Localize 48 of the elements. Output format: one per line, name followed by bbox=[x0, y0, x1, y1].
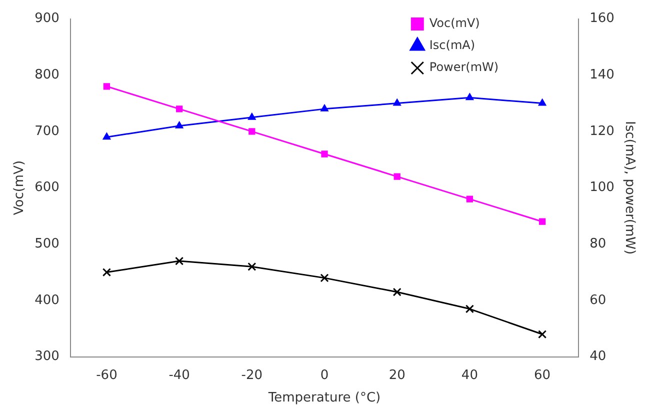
point bbox=[466, 93, 474, 100]
point bbox=[465, 304, 474, 314]
point bbox=[538, 330, 547, 339]
y-tick-label: 600 bbox=[34, 180, 60, 196]
point bbox=[320, 104, 328, 112]
point bbox=[102, 268, 111, 277]
point bbox=[248, 128, 256, 135]
y2-tick-label: 160 bbox=[590, 11, 614, 26]
x-tick-label: -40 bbox=[168, 368, 190, 383]
point bbox=[103, 83, 110, 90]
y-tick-label: 500 bbox=[34, 236, 60, 252]
legend-label: Power(mW) bbox=[429, 60, 499, 74]
y-tick-label: 700 bbox=[34, 124, 60, 139]
point bbox=[248, 262, 256, 271]
point bbox=[394, 173, 400, 180]
point bbox=[175, 256, 184, 266]
y-tick-label: 400 bbox=[34, 292, 60, 308]
point bbox=[393, 98, 402, 106]
point bbox=[392, 288, 402, 296]
y2-tick-label: 120 bbox=[590, 124, 614, 139]
point bbox=[248, 112, 256, 120]
x-tick-label: 0 bbox=[320, 368, 329, 383]
point bbox=[320, 274, 329, 282]
y2-tick-label: 40 bbox=[590, 349, 606, 364]
y-tick-label: 300 bbox=[34, 349, 60, 364]
y2-tick-label: 60 bbox=[590, 292, 606, 308]
x-tick-label: 60 bbox=[534, 368, 551, 383]
legend-label: Isc(mA) bbox=[429, 38, 476, 52]
point bbox=[176, 106, 183, 112]
x-tick-label: -20 bbox=[241, 368, 263, 383]
point bbox=[102, 132, 111, 140]
point bbox=[175, 121, 184, 128]
y-axis-title: Voc(mV) bbox=[12, 160, 28, 216]
point bbox=[321, 150, 328, 158]
x-tick-label: -60 bbox=[96, 368, 118, 383]
point bbox=[466, 196, 474, 202]
y2-tick-label: 80 bbox=[590, 236, 606, 252]
y2-tick-label: 100 bbox=[590, 180, 614, 196]
y-tick-label: 800 bbox=[34, 68, 60, 83]
x-tick-label: 20 bbox=[388, 368, 406, 383]
x-axis-title: Temperature (°C) bbox=[267, 390, 381, 406]
x-tick-label: 40 bbox=[461, 368, 478, 383]
point bbox=[538, 218, 546, 225]
y2-axis-title: Isc(mA), power(mW) bbox=[622, 121, 637, 255]
y2-tick-label: 140 bbox=[590, 68, 614, 83]
point bbox=[538, 98, 546, 106]
y-tick-label: 900 bbox=[34, 11, 60, 26]
legend-label: Voc(mV) bbox=[429, 16, 480, 30]
